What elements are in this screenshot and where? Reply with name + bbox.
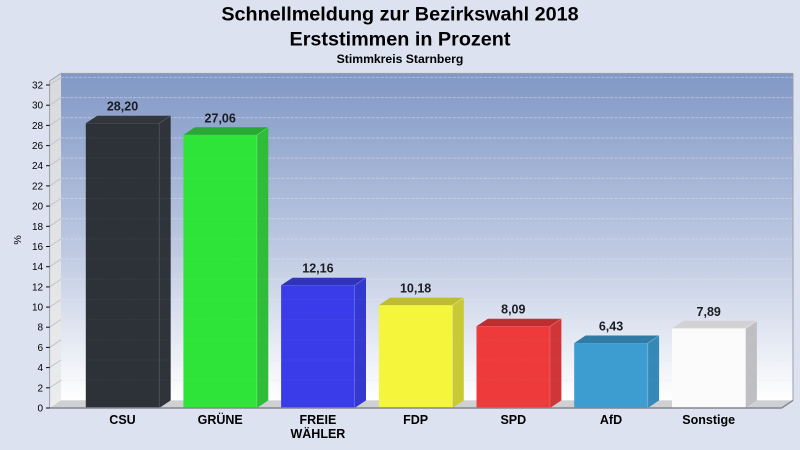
svg-text:WÄHLER: WÄHLER [290, 426, 345, 441]
svg-text:Stimmkreis Starnberg: Stimmkreis Starnberg [337, 52, 464, 66]
svg-text:14: 14 [32, 262, 44, 273]
svg-text:27,06: 27,06 [205, 111, 236, 125]
svg-text:8,09: 8,09 [501, 303, 525, 317]
svg-text:6: 6 [38, 343, 44, 354]
svg-text:FREIE: FREIE [299, 413, 336, 427]
svg-text:32: 32 [32, 81, 44, 92]
svg-text:20: 20 [32, 202, 44, 213]
svg-text:8: 8 [38, 323, 44, 334]
svg-text:10,18: 10,18 [400, 282, 431, 296]
svg-text:12: 12 [32, 282, 44, 293]
svg-text:Schnellmeldung zur Bezirkswahl: Schnellmeldung zur Bezirkswahl 2018 [221, 4, 578, 26]
svg-text:12,16: 12,16 [302, 262, 333, 276]
svg-text:7,89: 7,89 [697, 305, 721, 319]
svg-text:FDP: FDP [403, 413, 428, 427]
svg-text:10: 10 [32, 303, 44, 314]
svg-text:2: 2 [38, 383, 44, 394]
svg-text:AfD: AfD [600, 413, 622, 427]
svg-text:16: 16 [32, 242, 44, 253]
svg-text:Sonstige: Sonstige [682, 413, 735, 427]
svg-text:24: 24 [32, 161, 44, 172]
svg-text:26: 26 [32, 141, 44, 152]
svg-text:%: % [12, 235, 24, 244]
svg-text:0: 0 [38, 404, 44, 415]
svg-text:18: 18 [32, 222, 44, 233]
svg-text:30: 30 [32, 101, 44, 112]
svg-text:Erststimmen in Prozent: Erststimmen in Prozent [290, 29, 511, 51]
svg-text:28,20: 28,20 [107, 100, 138, 114]
svg-text:CSU: CSU [109, 413, 135, 427]
svg-text:6,43: 6,43 [599, 320, 623, 334]
svg-text:28: 28 [32, 121, 44, 132]
svg-text:4: 4 [38, 363, 44, 374]
svg-text:GRÜNE: GRÜNE [198, 412, 243, 427]
svg-text:SPD: SPD [500, 413, 526, 427]
svg-text:22: 22 [32, 181, 44, 192]
